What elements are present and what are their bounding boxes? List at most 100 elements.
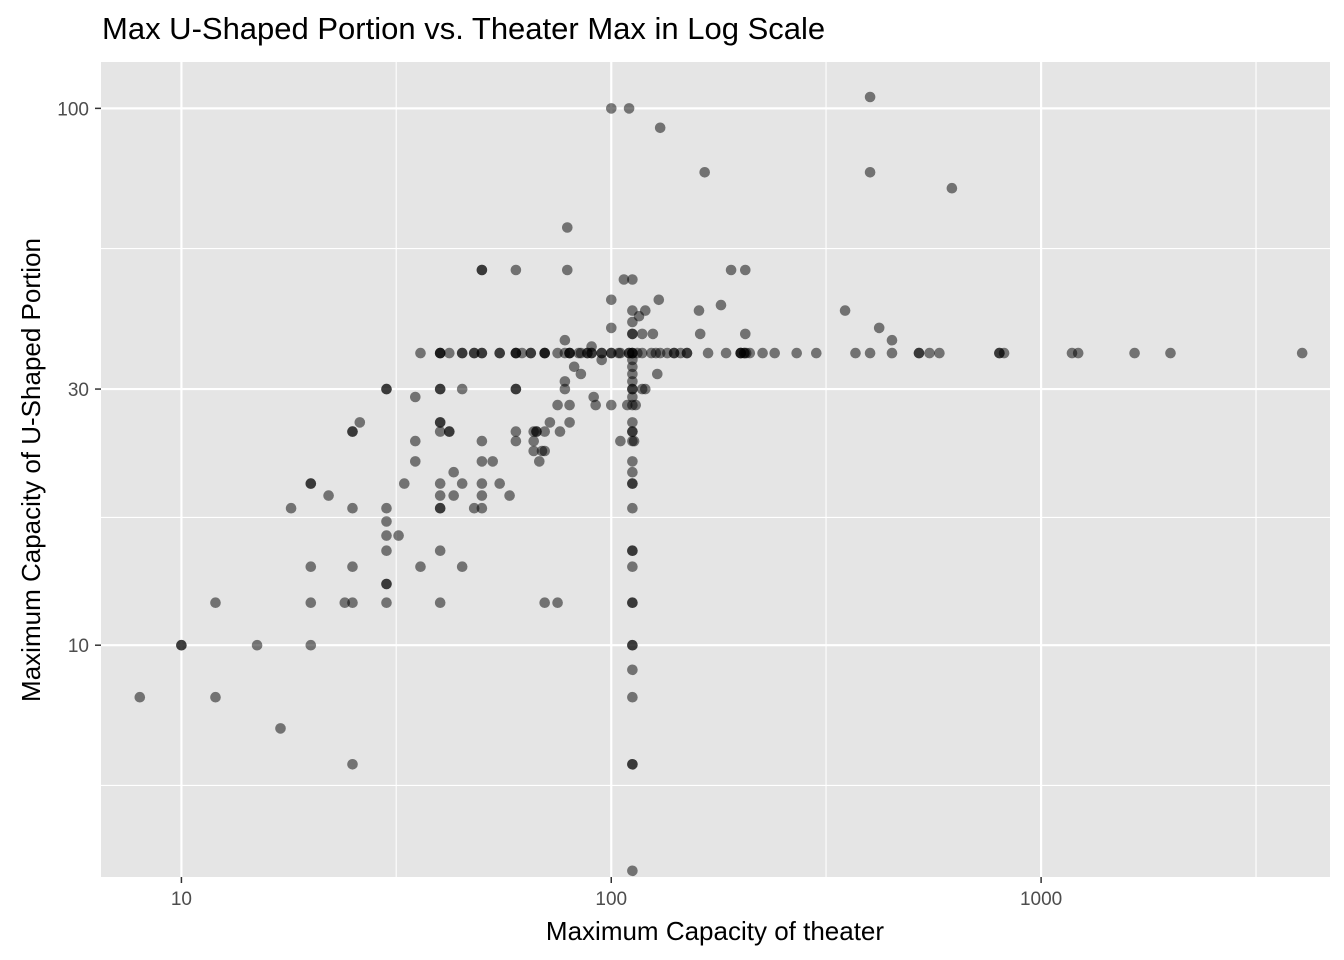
- data-point: [769, 347, 780, 359]
- data-point: [725, 264, 737, 276]
- data-point: [285, 502, 297, 514]
- data-point: [627, 391, 638, 403]
- data-point: [528, 445, 539, 457]
- data-point: [381, 383, 392, 395]
- data-point: [554, 426, 566, 437]
- data-point: [630, 399, 641, 411]
- data-point: [305, 597, 317, 608]
- data-point: [627, 664, 638, 676]
- data-point: [627, 639, 638, 651]
- data-point: [590, 399, 601, 411]
- data-point: [757, 347, 768, 359]
- major-gridlines: [101, 62, 1330, 877]
- data-point: [913, 347, 925, 359]
- data-point: [720, 347, 732, 359]
- data-point: [647, 328, 659, 340]
- data-point: [210, 597, 221, 608]
- data-point: [627, 502, 638, 514]
- data-point: [434, 478, 446, 489]
- data-point: [476, 502, 488, 514]
- data-point: [456, 383, 468, 395]
- y-tick-label: 30: [68, 380, 89, 401]
- data-point: [740, 328, 751, 340]
- data-point: [886, 334, 898, 346]
- data-point: [476, 478, 488, 489]
- data-point: [544, 417, 556, 428]
- data-point: [998, 347, 1010, 359]
- data-point: [1129, 347, 1140, 359]
- data-point: [640, 305, 651, 316]
- data-point: [210, 691, 221, 703]
- data-point: [694, 328, 706, 340]
- data-point: [476, 347, 488, 359]
- data-point: [456, 561, 468, 572]
- data-point: [539, 426, 550, 437]
- data-point: [615, 347, 626, 359]
- data-point: [176, 639, 187, 651]
- data-point: [693, 305, 705, 316]
- plot-panel: [101, 62, 1330, 877]
- data-point: [864, 91, 876, 103]
- data-point: [434, 545, 446, 556]
- data-point: [251, 639, 263, 651]
- data-point: [552, 347, 563, 359]
- data-point: [606, 322, 617, 334]
- data-point: [347, 426, 358, 437]
- data-point: [654, 122, 666, 134]
- data-point: [305, 639, 317, 651]
- data-point: [339, 597, 351, 608]
- data-point: [562, 222, 573, 233]
- data-point: [744, 347, 756, 359]
- data-point: [864, 167, 876, 178]
- data-point: [444, 347, 455, 359]
- data-point: [476, 264, 488, 276]
- data-point: [627, 328, 638, 340]
- data-point: [559, 376, 571, 387]
- data-point: [564, 417, 575, 428]
- data-point: [653, 294, 665, 306]
- data-point: [627, 376, 638, 387]
- data-point: [444, 426, 455, 437]
- data-point: [468, 347, 480, 359]
- data-point: [1165, 347, 1176, 359]
- data-point: [1296, 347, 1308, 359]
- x-tick-label: 100: [595, 889, 627, 910]
- data-point: [510, 435, 522, 447]
- data-point: [434, 502, 446, 514]
- data-point: [531, 426, 542, 437]
- x-tick-label: 1000: [1020, 889, 1062, 910]
- data-point: [652, 368, 663, 380]
- data-point: [539, 445, 550, 457]
- y-axis-title: Maximum Capacity of U-Shaped Portion: [16, 238, 46, 702]
- data-point: [627, 456, 638, 467]
- data-point: [434, 426, 446, 437]
- data-point: [456, 478, 468, 489]
- data-point: [606, 347, 617, 359]
- x-tick-label: 10: [171, 889, 192, 910]
- x-axis: 10 100 1000: [171, 877, 1062, 910]
- data-point: [946, 182, 958, 194]
- data-point: [347, 502, 358, 514]
- minor-gridlines: [101, 62, 1330, 877]
- data-point: [476, 490, 488, 501]
- data-point: [410, 456, 421, 467]
- data-point: [476, 435, 488, 447]
- data-point: [623, 103, 635, 114]
- data-point: [1072, 347, 1084, 359]
- data-point: [381, 578, 392, 590]
- data-point: [681, 347, 693, 359]
- data-point: [850, 347, 861, 359]
- data-point: [873, 322, 885, 334]
- data-points: [134, 91, 1308, 877]
- data-point: [434, 347, 446, 359]
- data-point: [791, 347, 802, 359]
- data-point: [534, 456, 545, 467]
- data-point: [627, 545, 638, 556]
- data-point: [347, 561, 358, 572]
- data-point: [564, 399, 575, 411]
- data-point: [606, 103, 617, 114]
- data-point: [886, 347, 898, 359]
- data-point: [640, 383, 651, 395]
- data-point: [494, 347, 506, 359]
